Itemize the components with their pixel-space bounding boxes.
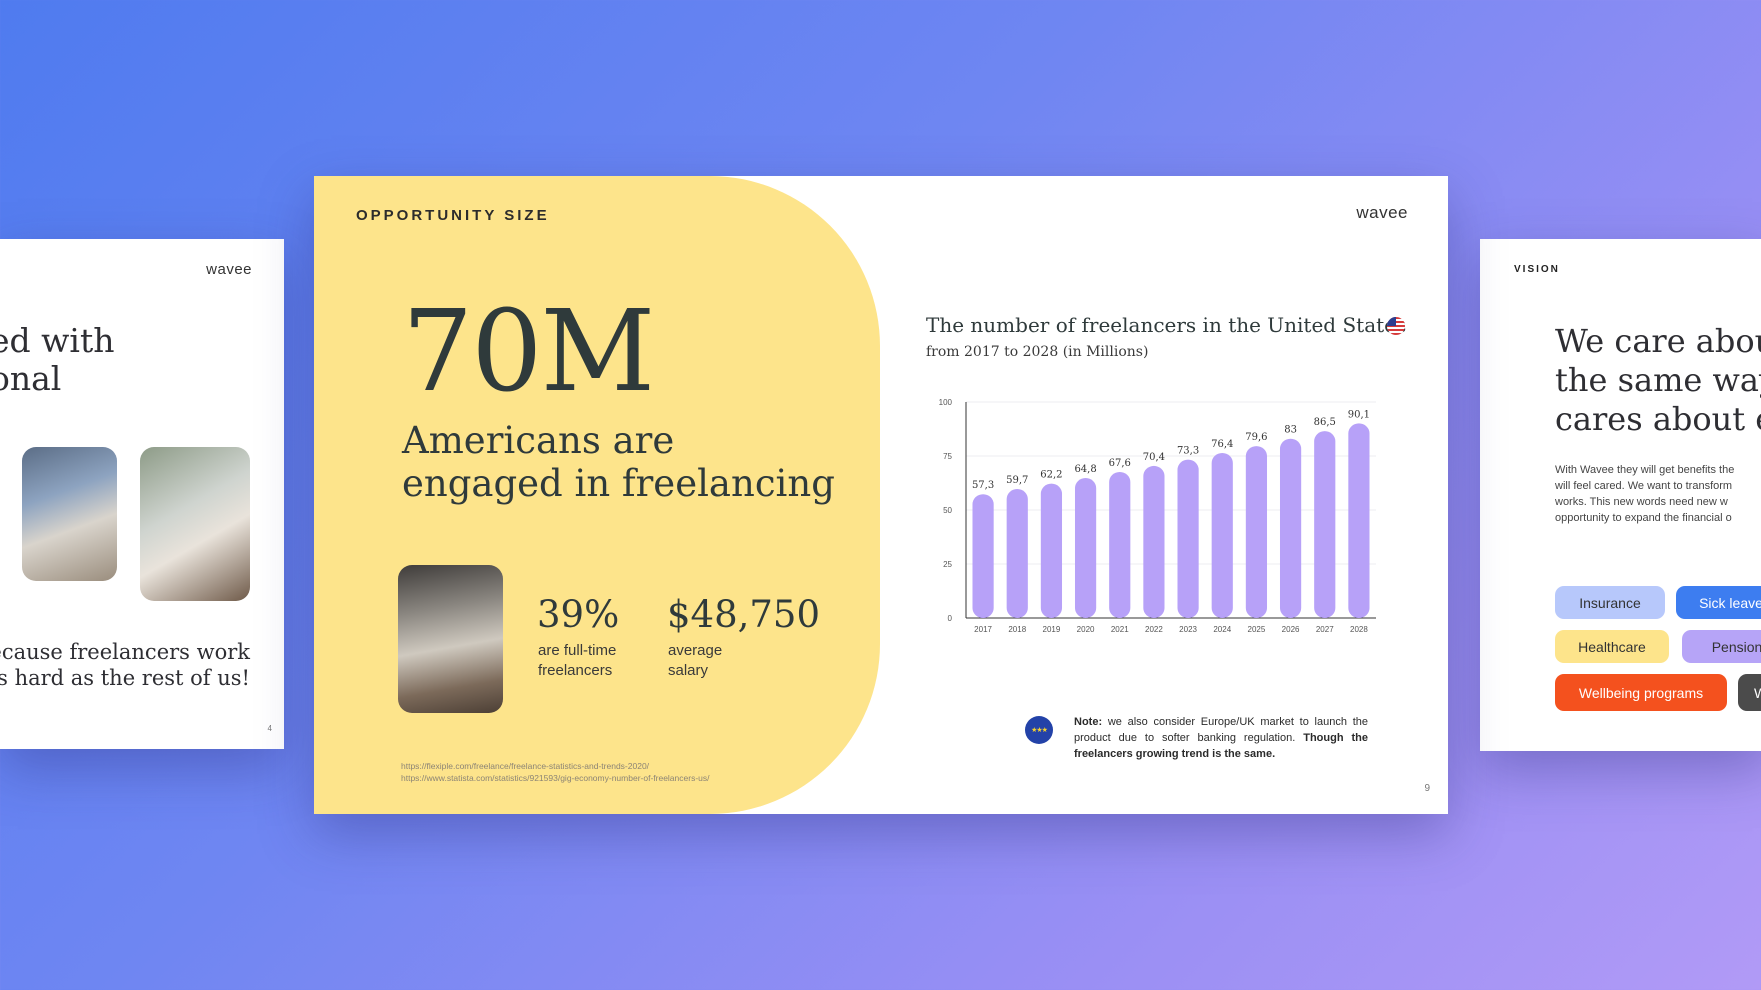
- heading-line: We care abou: [1555, 322, 1761, 360]
- x-tick-label: 2018: [1008, 625, 1026, 634]
- market-note: Note: we also consider Europe/UK market …: [1074, 714, 1368, 762]
- headline-number: 70M: [402, 287, 655, 417]
- data-label: 83: [1284, 425, 1297, 436]
- bar-2018: [1006, 489, 1028, 618]
- body-line: works. This new words need new w: [1555, 496, 1728, 508]
- y-tick-label: 0: [948, 614, 953, 623]
- freelancers-bar-chart: 0 25 50 75 100 57,3 2017 59,7 2018 62,2 2019 64,8 20…: [939, 398, 1376, 634]
- sources: https://flexiple.com/freelance/freelance…: [401, 760, 710, 784]
- data-label: 73,3: [1177, 446, 1199, 457]
- slide-tagline: Because freelancers work as hard as the …: [0, 639, 250, 691]
- us-flag-icon: [1387, 317, 1405, 335]
- bar-2021: [1109, 471, 1131, 618]
- benefit-pill-extra: W: [1738, 674, 1761, 711]
- bar-2028: [1348, 423, 1370, 618]
- benefit-pill-pension: Pension: [1682, 630, 1761, 663]
- slide-heading: We care abou the same way cares about e: [1555, 322, 1761, 439]
- bar-2027: [1314, 431, 1336, 618]
- tagline-line: Because freelancers work: [0, 640, 250, 664]
- data-label: 70,4: [1143, 452, 1165, 463]
- office-photo: [398, 565, 503, 713]
- source-link[interactable]: https://flexiple.com/freelance/freelance…: [401, 761, 650, 771]
- stat-fulltime-value: 39%: [537, 593, 620, 636]
- x-tick-label: 2020: [1077, 625, 1095, 634]
- wavee-logo: wavee: [1356, 203, 1408, 222]
- data-label: 90,1: [1348, 409, 1370, 420]
- headline-caption: Americans are engaged in freelancing: [402, 419, 835, 505]
- x-tick-label: 2017: [974, 625, 992, 634]
- body-line: With Wavee they will get benefits the: [1555, 464, 1735, 476]
- freelancer-woman-photo: [140, 447, 250, 601]
- x-tick-label: 2023: [1179, 625, 1197, 634]
- slide-heading: ed with onal: [0, 322, 114, 398]
- heading-line: cares about e: [1555, 400, 1761, 438]
- benefit-pill-wellbeing: Wellbeing programs: [1555, 674, 1727, 711]
- body-line: will feel cared. We want to transform: [1555, 480, 1733, 492]
- stat-salary-label: average salary: [668, 641, 778, 681]
- x-tick-label: 2021: [1111, 625, 1129, 634]
- heading-line: ed with: [0, 321, 115, 360]
- data-label: 57,3: [972, 480, 994, 491]
- section-label: OPPORTUNITY SIZE: [356, 207, 550, 224]
- wavee-logo: wavee: [206, 261, 252, 278]
- x-tick-label: 2027: [1316, 625, 1334, 634]
- bar-2024: [1211, 452, 1233, 618]
- chart-subtitle: from 2017 to 2028 (in Millions): [926, 344, 1149, 360]
- bar-2020: [1074, 478, 1097, 618]
- body-line: opportunity to expand the financial o: [1555, 512, 1732, 524]
- chart-title: The number of freelancers in the United …: [926, 313, 1407, 337]
- note-text: we also consider Europe/UK market to lau…: [1074, 716, 1368, 744]
- y-tick-label: 50: [943, 506, 952, 515]
- bar-2025: [1245, 446, 1268, 618]
- heading-line: the same way: [1555, 361, 1761, 399]
- data-label: 64,8: [1074, 464, 1096, 475]
- heading-line: onal: [0, 359, 62, 398]
- stat-label-line: salary: [668, 662, 709, 679]
- stat-fulltime-label: are full-time freelancers: [538, 641, 648, 681]
- bar-2019: [1040, 483, 1063, 618]
- x-tick-label: 2025: [1248, 625, 1266, 634]
- section-label: VISION: [1514, 264, 1560, 275]
- vision-body-text: With Wavee they will get benefits the wi…: [1555, 462, 1761, 526]
- y-tick-label: 100: [939, 398, 953, 407]
- data-label: 86,5: [1314, 417, 1336, 428]
- source-link[interactable]: https://www.statista.com/statistics/9215…: [401, 773, 710, 783]
- current-slide[interactable]: OPPORTUNITY SIZE wavee 70M Americans are…: [314, 176, 1448, 814]
- note-label: Note:: [1074, 716, 1103, 728]
- eu-flag-icon: ★★★: [1025, 716, 1053, 744]
- data-label: 59,7: [1006, 475, 1028, 486]
- freelancer-man-photo: [22, 447, 117, 581]
- tagline-line: as hard as the rest of us!: [0, 666, 250, 690]
- data-label: 67,6: [1109, 458, 1131, 469]
- data-label: 76,4: [1211, 439, 1233, 450]
- stat-label-line: average: [668, 642, 723, 659]
- bar-2023: [1177, 459, 1199, 618]
- bar-2026: [1279, 438, 1302, 618]
- x-tick-label: 2022: [1145, 625, 1163, 634]
- previous-slide[interactable]: wavee ed with onal Because freelancers w…: [0, 239, 284, 749]
- stat-label-line: are full-time: [538, 642, 617, 659]
- next-slide[interactable]: VISION We care abou the same way cares a…: [1480, 239, 1761, 751]
- stat-label-line: freelancers: [538, 662, 613, 679]
- benefit-pill-insurance: Insurance: [1555, 586, 1665, 619]
- benefit-pill-healthcare: Healthcare: [1555, 630, 1669, 663]
- y-tick-label: 25: [943, 560, 952, 569]
- stat-salary-value: $48,750: [667, 593, 821, 636]
- y-tick-label: 75: [943, 452, 952, 461]
- x-tick-label: 2026: [1282, 625, 1300, 634]
- x-tick-label: 2028: [1350, 625, 1368, 634]
- benefit-pill-sick-leave: Sick leave: [1676, 586, 1761, 619]
- x-tick-label: 2024: [1213, 625, 1231, 634]
- page-number: 4: [267, 724, 272, 733]
- x-tick-label: 2019: [1043, 625, 1061, 634]
- bar-2017: [972, 494, 994, 618]
- bar-2022: [1143, 465, 1165, 618]
- note-emphasis: Though the freelancers growing trend is …: [1074, 732, 1368, 760]
- data-label: 79,6: [1245, 432, 1267, 443]
- data-label: 62,2: [1040, 470, 1062, 481]
- page-number: 9: [1424, 783, 1430, 794]
